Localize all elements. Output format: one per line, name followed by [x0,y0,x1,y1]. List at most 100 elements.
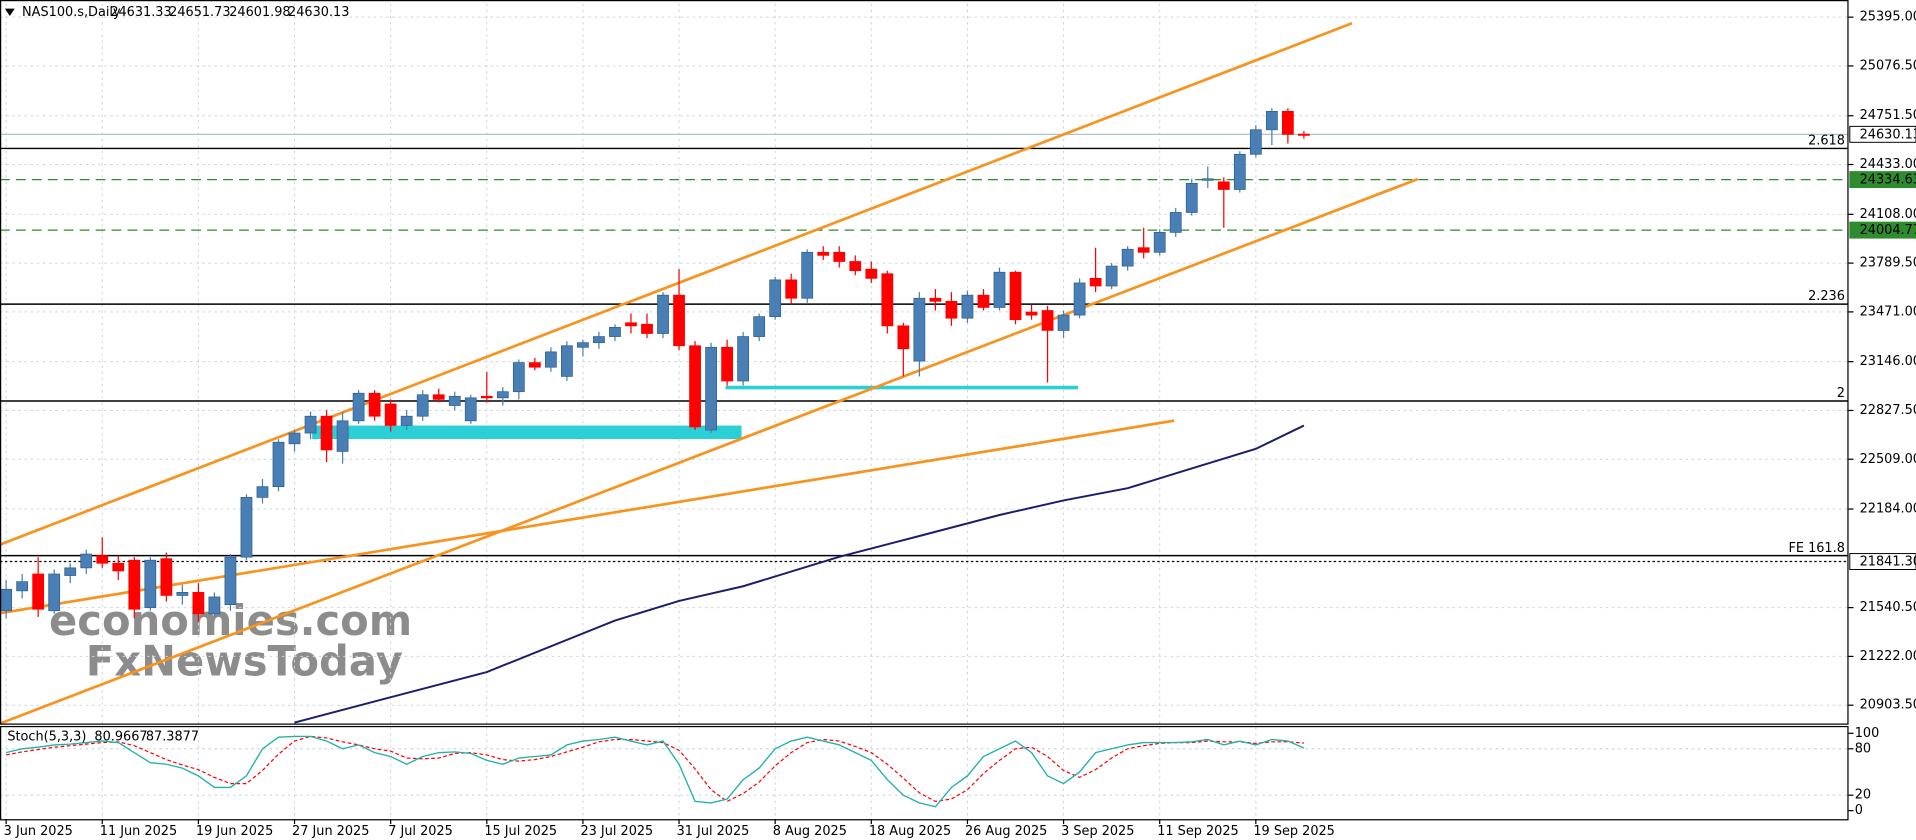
stoch-tick-label: 0 [1855,803,1863,818]
candle-body [961,294,974,319]
level-label: FE 161.8 [1788,541,1844,556]
candle-body [256,486,269,498]
candle-body [737,336,750,382]
candle-body [833,251,846,262]
price-label: 21841.30 [1860,555,1916,570]
trendline [0,22,1353,546]
candle-body [625,322,637,327]
ohlc-high: 24651.73 [169,5,230,20]
candle-body [721,346,733,382]
x-tick-label: 31 Jul 2025 [677,824,750,839]
candle-body [496,391,509,399]
support-zone [312,425,742,440]
candle-body [192,592,205,615]
candle-body [977,294,990,308]
x-tick-label: 3 Sep 2025 [1061,824,1134,839]
x-tick-label: 26 Aug 2025 [965,824,1047,839]
stoch-tick-label: 100 [1855,726,1880,741]
candle-body [849,261,862,272]
candle-body [913,297,926,362]
candle-body [1217,181,1230,190]
candle-body [16,581,29,592]
price-label: 24334.63 [1860,173,1916,188]
x-tick-label: 3 Jun 2025 [4,824,73,839]
axes: NAS100.s,Daily 24631.33 24651.73 24601.9… [0,0,1854,825]
candle-body [1137,247,1150,253]
moving-average [294,424,1305,724]
grid [0,3,1849,820]
y-tick-label: 22184.00 [1860,502,1916,517]
candle-body [769,279,782,318]
watermark-text: FxNewsToday [86,637,403,686]
y-tick-label: 21222.00 [1860,649,1916,664]
candle-body [176,592,189,596]
y-tick-label: 24751.50 [1860,108,1916,123]
candle-body [1153,232,1166,253]
trendline [0,419,1175,615]
candle-body [464,397,477,422]
ohlc-open: 24631.33 [110,5,171,20]
candle-body [32,573,45,610]
candle-body [1025,311,1038,316]
plot-frame [0,0,1849,725]
stochastic-panel [0,735,1849,808]
candle-body [224,556,237,605]
candle-body [801,251,814,299]
y-tick-label: 23146.00 [1860,354,1916,369]
candle-body [384,403,397,426]
stoch-signal [6,735,1304,803]
trendline [0,177,1419,724]
x-tick-label: 15 Jul 2025 [484,824,557,839]
y-tick-label: 20903.50 [1860,698,1916,713]
candle-body [208,596,221,615]
candle-body [1089,277,1102,287]
menu-triangle [4,8,15,16]
candle-body [705,346,717,431]
candle-body [112,562,125,572]
candle-body [448,395,461,406]
candles [0,108,1310,622]
candle-body [400,415,413,426]
candle-body [1249,129,1262,155]
candle-body [641,323,653,334]
candle-body [320,415,333,451]
stoch-signal-value: 87.3877 [146,729,199,744]
candle-body [865,268,878,279]
candle-body [929,297,942,302]
labels: 25395.00 25076.50 24751.50 24433.00 24108.00… [4,10,1916,839]
level-label: 2.618 [1808,134,1845,149]
candle-body [593,336,605,344]
y-tick-label: 24433.00 [1860,157,1916,172]
overlay [0,22,1849,724]
y-tick-label: 24108.00 [1860,207,1916,222]
candle-body [817,251,830,256]
candle-body [1233,153,1246,190]
y-tick-label: 25076.50 [1860,58,1916,73]
x-tick-label: 19 Sep 2025 [1253,824,1335,839]
candle-body [1281,111,1294,135]
candle-body [1201,178,1214,181]
candle-body [993,271,1006,308]
price-label-box [1849,553,1916,571]
candle-body [128,559,141,610]
candle-body [1009,271,1022,321]
level-label: 2.236 [1808,289,1845,304]
candle-body [512,362,525,393]
candle-body [1169,212,1182,233]
symbol: NAS100.s,Daily [22,5,121,20]
x-tick-label: 18 Aug 2025 [869,824,951,839]
x-tick-label: 11 Jun 2025 [100,824,177,839]
candle-body [753,316,766,337]
stoch-main [5,735,1305,808]
candle-body [657,294,669,334]
candle-body [48,573,61,612]
candle-body [0,588,13,612]
x-tick-label: 7 Jul 2025 [388,824,453,839]
candle-body [689,345,701,428]
x-tick-label: 19 Jun 2025 [196,824,273,839]
candle-body [1041,310,1054,331]
candle-body [64,567,77,576]
